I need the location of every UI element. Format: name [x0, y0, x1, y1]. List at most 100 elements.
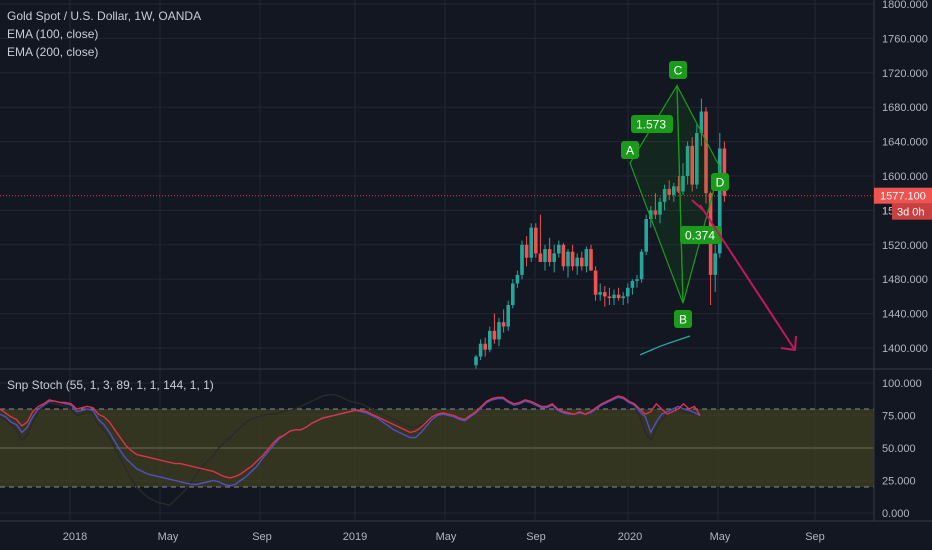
candle-body [644, 219, 648, 252]
candle-body [649, 210, 653, 219]
candle-body [543, 249, 547, 262]
candle-body [626, 287, 630, 297]
price-axis-label: 1520.000 [882, 240, 928, 252]
candle-body [616, 294, 621, 299]
price-axis-label: 1680.000 [882, 102, 928, 114]
current-price-label: 1577.100 [880, 191, 926, 203]
candle-body [557, 244, 561, 254]
pattern-point-box [669, 61, 687, 79]
candle-body [474, 356, 478, 366]
pattern-ratio-tag: 0.374 [680, 226, 722, 244]
candle-body [685, 145, 690, 176]
candle-body [506, 305, 510, 327]
candle-body [524, 244, 529, 258]
pattern-point-label: B [679, 313, 687, 327]
oscillator-line-fast [0, 395, 701, 479]
price-axis-label: 1720.000 [882, 68, 928, 80]
candle-body [603, 292, 607, 297]
time-axis-label: Sep [805, 531, 825, 543]
candle-body [676, 186, 681, 192]
ema200-legend[interactable]: EMA (200, close) [7, 45, 99, 59]
oscillator-axis-label: 75.000 [882, 411, 916, 423]
candle-body [497, 322, 501, 340]
time-axis-label: May [710, 531, 731, 543]
candle-body [561, 244, 566, 267]
ema100-legend[interactable]: EMA (100, close) [7, 27, 99, 41]
candle-body [547, 249, 552, 262]
oscillator-axis-label: 25.000 [882, 476, 916, 488]
candle-body [520, 244, 524, 275]
pattern-ratio-label: 0.374 [685, 229, 715, 243]
pattern-point-box [674, 310, 692, 328]
countdown-label: 3d 0h [897, 207, 925, 219]
ema-100-line [639, 335, 691, 356]
oscillator-legend[interactable]: Snp Stoch (55, 1, 3, 89, 1, 1, 144, 1, 1… [7, 378, 214, 392]
candle-body [488, 330, 492, 350]
candle-body [612, 294, 616, 299]
pattern-point-a: A [621, 141, 639, 159]
candle-body [690, 145, 694, 185]
projection-arrow-start [691, 199, 704, 211]
price-axis-label: 1640.000 [882, 137, 928, 149]
oscillator-axis-label: 0.000 [882, 508, 910, 520]
countdown-tag [892, 203, 932, 220]
price-axis-label: 1440.000 [882, 309, 928, 321]
oscillator-axis-label: 50.000 [882, 443, 916, 455]
candle-body [552, 253, 556, 262]
price-axis-label: 1600.000 [882, 171, 928, 183]
price-axis-label: 1760.000 [882, 33, 928, 45]
candle-body [621, 296, 625, 299]
pattern-point-c: C [669, 61, 687, 79]
pattern-point-label: C [674, 64, 683, 78]
oscillator-axis-label: 100.000 [882, 378, 922, 390]
candle-body [713, 253, 717, 275]
candle-body [593, 270, 598, 295]
candle-body [478, 343, 483, 357]
candle-body [722, 148, 727, 196]
oscillator-lines [0, 394, 701, 506]
candle-body [511, 283, 515, 305]
candle-body [672, 186, 676, 195]
candle-body [695, 133, 699, 185]
harmonic-pattern[interactable]: A B C D 1.573 0.374 [621, 61, 797, 352]
candle-body [630, 280, 635, 288]
candle-body [584, 249, 589, 267]
candle-body [658, 201, 662, 215]
candle-body [653, 210, 658, 215]
pattern-point-b: B [674, 310, 692, 328]
candle-body [607, 296, 612, 299]
pattern-point-d: D [711, 173, 729, 191]
pattern-point-label: A [626, 144, 634, 158]
candle-body [566, 251, 570, 267]
candlestick-series[interactable] [474, 98, 727, 370]
candle-body [575, 257, 579, 267]
price-axis-label: 1800.000 [882, 0, 928, 11]
time-axis-label: 2018 [63, 531, 87, 543]
candle-body [538, 253, 543, 262]
candle-body [704, 111, 708, 194]
candle-body [639, 251, 644, 280]
oscillator-band [0, 408, 874, 488]
ema-line [639, 335, 691, 356]
candle-body [529, 227, 533, 258]
pattern-ratio-label: 1.573 [636, 118, 666, 132]
candle-body [662, 188, 667, 202]
candle-body [515, 274, 520, 284]
current-price-tag [874, 187, 932, 204]
time-axis-label: Sep [526, 531, 546, 543]
time-axis-label: May [158, 531, 179, 543]
candle-body [570, 251, 575, 267]
chart-title: Gold Spot / U.S. Dollar, 1W, OANDA [7, 9, 202, 23]
projection-arrow [699, 204, 796, 351]
candle-body [534, 227, 538, 254]
price-axis-label: 1480.000 [882, 274, 928, 286]
candle-body [589, 249, 593, 271]
candle-body [681, 176, 685, 192]
candle-body [501, 322, 506, 327]
candle-body [667, 188, 671, 195]
pattern-point-label: D [716, 176, 725, 190]
candle-body [492, 330, 497, 340]
candle-body [483, 343, 487, 350]
